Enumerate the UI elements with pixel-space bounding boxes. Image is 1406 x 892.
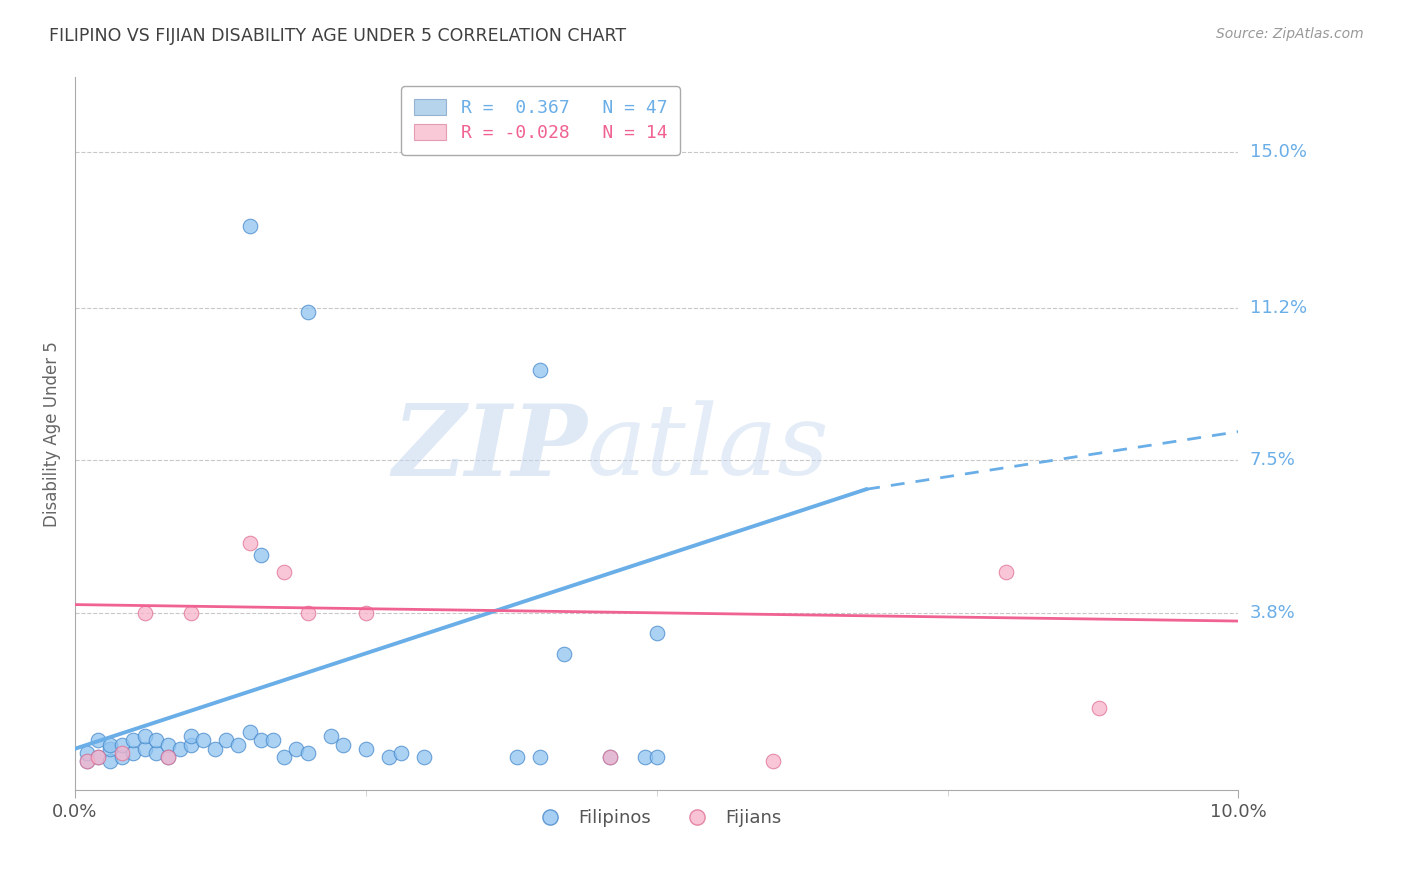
Point (285, 741, 308, 756)
Point (332, 738, 354, 752)
Point (389, 746, 412, 760)
Point (110, 746, 132, 760)
Point (1088, 700, 1111, 714)
Text: 7.5%: 7.5% (1250, 451, 1295, 469)
Point (180, 606, 202, 620)
Point (273, 565, 295, 579)
Point (354, 741, 377, 756)
Point (76, 746, 98, 760)
Point (157, 750, 180, 764)
Point (250, 733, 273, 747)
Point (122, 733, 145, 747)
Point (319, 730, 342, 744)
Point (297, 606, 319, 620)
Point (529, 363, 551, 377)
Legend: Filipinos, Fijians: Filipinos, Fijians (524, 802, 789, 834)
Text: ZIP: ZIP (392, 400, 586, 496)
Point (134, 606, 156, 620)
Point (645, 750, 668, 764)
Point (191, 733, 214, 747)
Point (354, 606, 377, 620)
Point (250, 548, 273, 562)
Point (134, 741, 156, 756)
Point (145, 746, 167, 760)
Point (98, 738, 121, 752)
Point (226, 738, 249, 752)
Text: 15.0%: 15.0% (1250, 143, 1306, 161)
Point (76, 754, 98, 768)
Point (157, 750, 180, 764)
Point (180, 738, 202, 752)
Point (273, 750, 295, 764)
Point (238, 219, 260, 233)
Point (110, 738, 132, 752)
Text: 11.2%: 11.2% (1250, 299, 1306, 317)
Text: FILIPINO VS FIJIAN DISABILITY AGE UNDER 5 CORRELATION CHART: FILIPINO VS FIJIAN DISABILITY AGE UNDER … (49, 27, 626, 45)
Point (506, 750, 529, 764)
Y-axis label: Disability Age Under 5: Disability Age Under 5 (44, 341, 60, 526)
Point (262, 733, 284, 747)
Point (238, 536, 260, 550)
Point (87, 750, 110, 764)
Point (645, 626, 668, 640)
Point (110, 750, 132, 764)
Point (553, 647, 575, 661)
Point (87, 733, 110, 747)
Point (157, 738, 180, 752)
Point (634, 750, 657, 764)
Text: Source: ZipAtlas.com: Source: ZipAtlas.com (1216, 27, 1364, 41)
Point (994, 565, 1017, 579)
Point (529, 750, 551, 764)
Point (297, 746, 319, 760)
Point (297, 305, 319, 319)
Point (134, 730, 156, 744)
Point (215, 733, 238, 747)
Point (180, 730, 202, 744)
Point (122, 746, 145, 760)
Text: 3.8%: 3.8% (1250, 604, 1295, 622)
Point (87, 750, 110, 764)
Point (238, 725, 260, 739)
Point (169, 741, 191, 756)
Point (145, 733, 167, 747)
Point (98, 754, 121, 768)
Point (204, 741, 226, 756)
Point (378, 750, 401, 764)
Point (762, 754, 785, 768)
Point (413, 750, 436, 764)
Point (98, 741, 121, 756)
Text: atlas: atlas (586, 401, 830, 496)
Point (599, 750, 621, 764)
Point (599, 750, 621, 764)
Point (76, 754, 98, 768)
